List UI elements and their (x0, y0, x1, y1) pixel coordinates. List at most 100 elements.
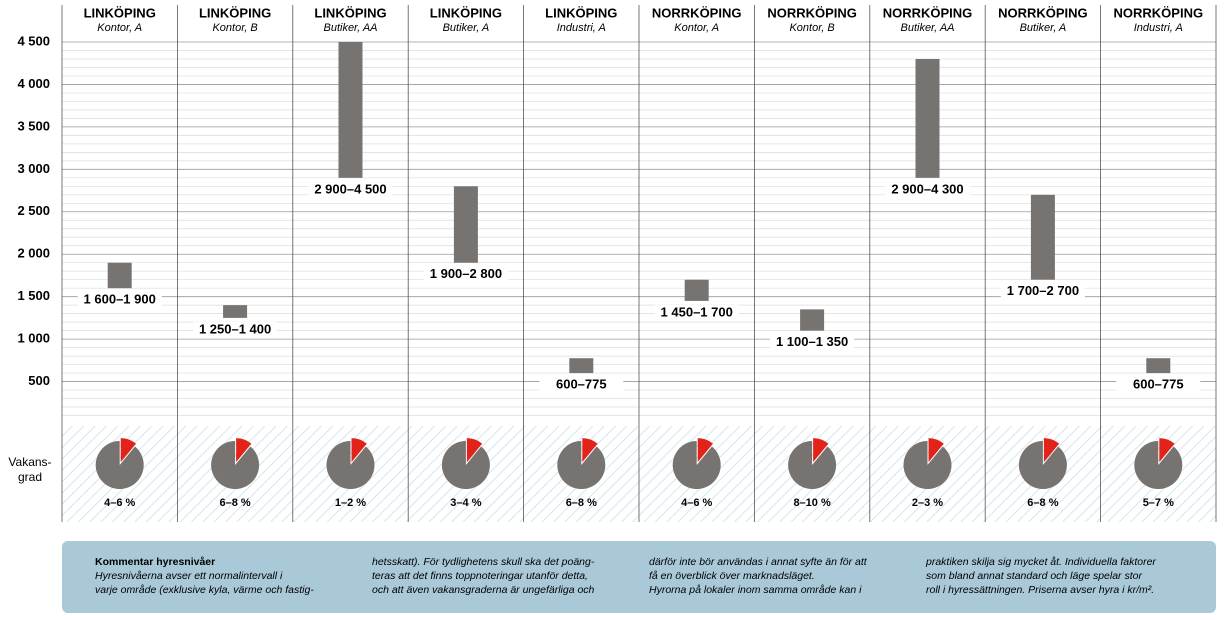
range-label: 1 600–1 900 (84, 292, 156, 307)
comment-text: få en överblick över marknadsläget. (649, 570, 815, 582)
comment-text: som bland annat standard och läge spelar… (926, 570, 1142, 582)
range-bar (1146, 358, 1171, 374)
comment-text: Hyrorna på lokaler inom samma område kan… (649, 584, 862, 596)
subcategory-label: Industri, A (1134, 22, 1183, 34)
range-label-bg (423, 266, 508, 283)
comment-text: roll i hyressättningen. Priserna avser h… (926, 584, 1154, 596)
category-label: LINKÖPING (314, 5, 386, 20)
pie-slice-highlight (236, 438, 252, 463)
pie-slice-highlight (928, 438, 944, 463)
pie-slice-highlight (120, 438, 137, 463)
subcategory-label: Industri, A (557, 22, 606, 34)
category-label: NORRKÖPING (1114, 5, 1204, 20)
category-label: LINKÖPING (430, 5, 502, 20)
comment-text: varje område (exklusive kyla, värme och … (95, 584, 314, 596)
pie-slice-highlight (351, 438, 367, 463)
range-label: 600–775 (556, 377, 607, 392)
category-label: LINKÖPING (545, 5, 617, 20)
vacancy-label: 4–6 % (681, 497, 712, 509)
comment-text: teras att det finns toppnoteringar utanf… (372, 570, 588, 582)
subcategory-label: Kontor, B (789, 22, 834, 34)
pie-slice-highlight (1043, 438, 1060, 463)
comment-text: och att även vakansgraderna är ungefärli… (372, 584, 595, 596)
pie-slice (95, 441, 144, 489)
pie-slice (1018, 441, 1067, 489)
range-label: 1 100–1 350 (776, 334, 848, 349)
category-label: NORRKÖPING (998, 5, 1088, 20)
comment-text: praktiken skilja sig mycket åt. Individu… (925, 556, 1156, 568)
range-label: 1 250–1 400 (199, 321, 271, 336)
pie-slice (441, 441, 490, 489)
category-label: NORRKÖPING (652, 5, 742, 20)
category-label: NORRKÖPING (883, 5, 973, 20)
range-label: 2 900–4 300 (891, 181, 963, 196)
range-bar (1030, 194, 1055, 280)
vacancy-label: 1–2 % (335, 497, 366, 509)
y-tick-label: 3 500 (17, 118, 50, 133)
subcategory-label: Kontor, A (97, 22, 142, 34)
range-label-bg (77, 292, 162, 309)
range-bar (569, 358, 594, 374)
comment-title: Kommentar hyresnivåer (95, 556, 215, 568)
category-label: NORRKÖPING (767, 5, 857, 20)
y-tick-label: 1 500 (17, 288, 50, 303)
y-tick-label: 2 000 (17, 246, 50, 261)
pie-slice (1134, 441, 1183, 489)
pie-slice (326, 441, 375, 489)
range-bar (800, 309, 825, 331)
vacancy-title: Vakans- (8, 455, 51, 469)
comment-text: Hyresnivåerna avser ett normalintervall … (95, 570, 283, 582)
pie-slice-highlight (813, 438, 829, 463)
y-tick-label: 500 (28, 373, 50, 388)
vacancy-label: 6–8 % (1027, 497, 1058, 509)
vacancy-label: 8–10 % (793, 497, 831, 509)
range-bar (915, 58, 940, 178)
pie-slice (557, 441, 606, 489)
range-label: 1 700–2 700 (1007, 283, 1079, 298)
range-bar (684, 279, 709, 301)
category-label: LINKÖPING (199, 5, 271, 20)
pie-slice (903, 441, 952, 489)
subcategory-label: Kontor, A (674, 22, 719, 34)
comment-text: hetsskatt). För tydlighetens skull ska d… (372, 556, 595, 568)
comment-text: därför inte bör användas i annat syfte ä… (649, 556, 868, 568)
subcategory-label: Butiker, A (443, 22, 490, 34)
range-label-bg (885, 181, 970, 198)
vacancy-label: 6–8 % (219, 497, 250, 509)
pie-slice-highlight (697, 438, 714, 463)
comment-box (62, 541, 1216, 613)
y-tick-label: 4 500 (17, 33, 50, 48)
y-tick-label: 4 000 (17, 76, 50, 91)
range-bar (107, 262, 132, 289)
category-label: LINKÖPING (84, 5, 156, 20)
pie-slice-highlight (1159, 438, 1175, 463)
subcategory-label: Butiker, AA (323, 22, 377, 34)
pie-slice (672, 441, 721, 489)
range-label: 1 450–1 700 (661, 304, 733, 319)
pie-slice (788, 441, 837, 489)
range-bar (338, 42, 363, 178)
range-label: 1 900–2 800 (430, 266, 502, 281)
range-label-bg (193, 321, 278, 338)
range-label: 2 900–4 500 (314, 181, 386, 196)
vacancy-title: grad (18, 470, 42, 484)
vacancy-label: 6–8 % (566, 497, 597, 509)
y-tick-label: 1 000 (17, 331, 50, 346)
pie-slice-highlight (466, 438, 483, 463)
subcategory-label: Kontor, B (212, 22, 257, 34)
vacancy-label: 3–4 % (450, 497, 481, 509)
range-label-bg (654, 304, 739, 321)
vacancy-label: 4–6 % (104, 497, 135, 509)
y-tick-label: 2 500 (17, 203, 50, 218)
range-bar (223, 305, 248, 318)
pie-slice (211, 441, 260, 489)
pie-slice-highlight (582, 438, 598, 463)
range-label-bg (770, 334, 855, 351)
range-label: 600–775 (1133, 377, 1184, 392)
subcategory-label: Butiker, A (1020, 22, 1067, 34)
y-tick-label: 3 000 (17, 161, 50, 176)
subcategory-label: Butiker, AA (900, 22, 954, 34)
vacancy-label: 5–7 % (1143, 497, 1174, 509)
range-label-bg (1116, 377, 1201, 394)
